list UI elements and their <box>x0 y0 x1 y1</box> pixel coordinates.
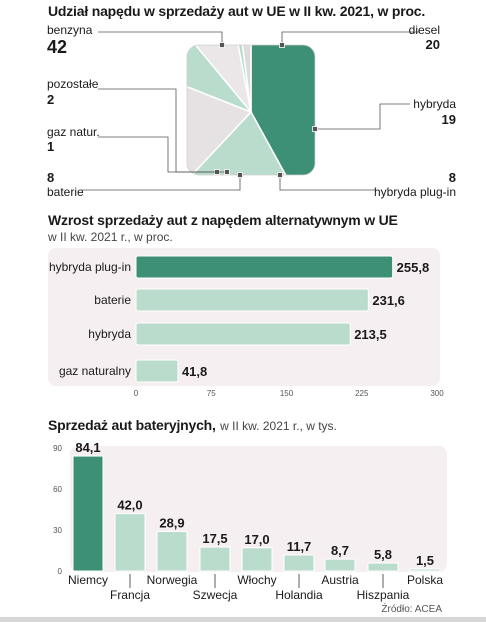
pie-slice-baterie <box>187 45 252 113</box>
pie-label-baterie: baterie <box>47 185 84 199</box>
pie-chart <box>82 31 420 191</box>
hbar-value-gaz-naturalny: 41,8 <box>182 364 207 379</box>
vbar-category-norwegia: Norwegia <box>147 573 198 587</box>
leader-line-plugin <box>279 175 375 191</box>
pie-slice-benzyna <box>250 45 315 175</box>
vbar-tick-60: 60 <box>53 485 62 494</box>
pie-frame <box>186 44 316 176</box>
hbar-bar-gaz-naturalny <box>135 359 179 383</box>
vbar-bar-polska <box>409 568 441 572</box>
pie-label-diesel: diesel <box>408 23 440 37</box>
pie-value-gaz: 1 <box>47 139 55 154</box>
vbar-category-niemcy: Niemcy <box>68 573 108 587</box>
vbar-value-austria: 8,7 <box>331 543 349 558</box>
vbar-value-francja: 42,0 <box>117 498 142 513</box>
vbar-category-polska: Polska <box>407 573 443 587</box>
leader-marker-baterie <box>237 172 243 178</box>
hbar-plot-background <box>48 248 440 386</box>
pie-value-benzyna: 42 <box>47 37 68 57</box>
pie-label-plugin: hybryda plug-in <box>373 185 456 199</box>
leader-line-benzyna <box>98 31 223 45</box>
hbar-category-hybryda-plug-in: hybryda plug-in <box>49 260 131 274</box>
pie-slice-hybryda-plug-in <box>187 45 252 113</box>
vbar-bar-norwegia <box>156 531 188 572</box>
leader-marker-plugin <box>277 172 283 178</box>
leader-marker-hybryda <box>312 126 318 132</box>
pie-value-plugin: 8 <box>448 170 456 185</box>
hbar-chart-subtitle: w II kw. 2021 r., w proc. <box>48 230 173 244</box>
vbar-bar-austria <box>324 558 356 572</box>
vbar-bar-szwecja <box>199 546 231 572</box>
hbar-category-gaz-naturalny: gaz naturalny <box>59 364 131 378</box>
vbar-category-szwecja: Szwecja <box>193 588 238 602</box>
vbar-bar-niemcy <box>72 455 104 572</box>
vbar-tick-0: 0 <box>58 567 63 576</box>
hbar-category-baterie: baterie <box>94 293 131 307</box>
vbar-value-szwecja: 17,5 <box>202 531 227 546</box>
vbar-tick-30: 30 <box>53 526 62 535</box>
leader-marker-diesel <box>279 42 285 48</box>
hbar-chart-title: Wzrost sprzedaży aut z napędem alternaty… <box>48 212 398 228</box>
vbar-category-w-ochy: Włochy <box>237 573 276 587</box>
hbar-category-hybryda: hybryda <box>88 327 131 341</box>
vbar-category-francja: Francja <box>110 588 150 602</box>
vbar-value-norwegia: 28,9 <box>159 516 184 531</box>
leader-line-hybryda <box>315 103 410 130</box>
hbar-tick-300: 300 <box>430 389 444 398</box>
vbar-value-niemcy: 84,1 <box>75 440 100 455</box>
hbar-value-hybryda-plug-in: 255,8 <box>397 260 430 275</box>
pie-label-benzyna: benzyna <box>47 23 93 37</box>
pie-value-pozostale: 2 <box>47 92 55 107</box>
hbar-tick-225: 225 <box>355 389 369 398</box>
pie-slice-gaz-natur- <box>223 45 252 113</box>
hbar-bar-baterie <box>135 288 369 312</box>
hbar-value-baterie: 231,6 <box>372 293 405 308</box>
vertical-bar-chart: 0 30 60 90 84,1 Niemcy 42,0 Francja 28,9 Norwegia… <box>53 440 447 602</box>
vbar-chart-title: Sprzedaż aut bateryjnych, <box>48 417 216 433</box>
vbar-bar-w-ochy <box>241 547 273 572</box>
pie-value-baterie: 8 <box>47 170 55 185</box>
leader-line-baterie <box>82 175 241 191</box>
vbar-chart-subtitle: w II kw. 2021 r., w tys. <box>220 419 337 433</box>
vbar-chart-heading: Sprzedaż aut bateryjnych, w II kw. 2021 … <box>48 417 337 435</box>
pie-slice-pozosta-e <box>232 45 252 113</box>
pie-value-diesel: 20 <box>425 37 440 52</box>
vbar-value-holandia: 11,7 <box>287 539 312 554</box>
hbar-value-hybryda: 213,5 <box>354 327 387 342</box>
vbar-category-austria: Austria <box>321 573 359 587</box>
leader-line-diesel <box>281 31 420 45</box>
leader-line-gaz <box>98 136 227 173</box>
hbar-tick-150: 150 <box>280 389 294 398</box>
pie-label-pozostale: pozostałe <box>47 77 99 91</box>
vbar-bar-holandia <box>283 554 315 572</box>
vbar-value-w-ochy: 17,0 <box>244 532 269 547</box>
source-note: Źródło: ACEA <box>381 604 442 615</box>
vbar-category-holandia: Holandia <box>275 588 323 602</box>
hbar-bar-hybryda <box>135 322 351 346</box>
vbar-value-polska: 1,5 <box>416 553 434 568</box>
vbar-value-hiszpania: 5,8 <box>374 547 392 562</box>
vbar-tick-90: 90 <box>53 444 62 453</box>
hbar-bar-hybryda-plug-in <box>135 255 394 279</box>
vbar-category-hiszpania: Hiszpania <box>357 588 410 602</box>
pie-label-hybryda: hybryda <box>413 97 456 111</box>
vbar-bar-hiszpania <box>367 562 399 572</box>
horizontal-bar-chart: hybryda plug-in 255,8 baterie 231,6 hybryda 2… <box>48 248 444 398</box>
leader-marker-gaz <box>224 169 230 175</box>
vbar-bar-francja <box>114 513 146 572</box>
pie-value-hybryda: 19 <box>441 112 456 127</box>
leader-marker-benzyna <box>219 42 225 48</box>
hbar-tick-0: 0 <box>134 389 139 398</box>
hbar-tick-75: 75 <box>207 389 216 398</box>
pie-label-gaz: gaz natur. <box>47 125 100 139</box>
bottom-strip <box>0 617 486 622</box>
pie-chart-title: Udział napędu w sprzedaży aut w UE w II … <box>48 3 426 19</box>
